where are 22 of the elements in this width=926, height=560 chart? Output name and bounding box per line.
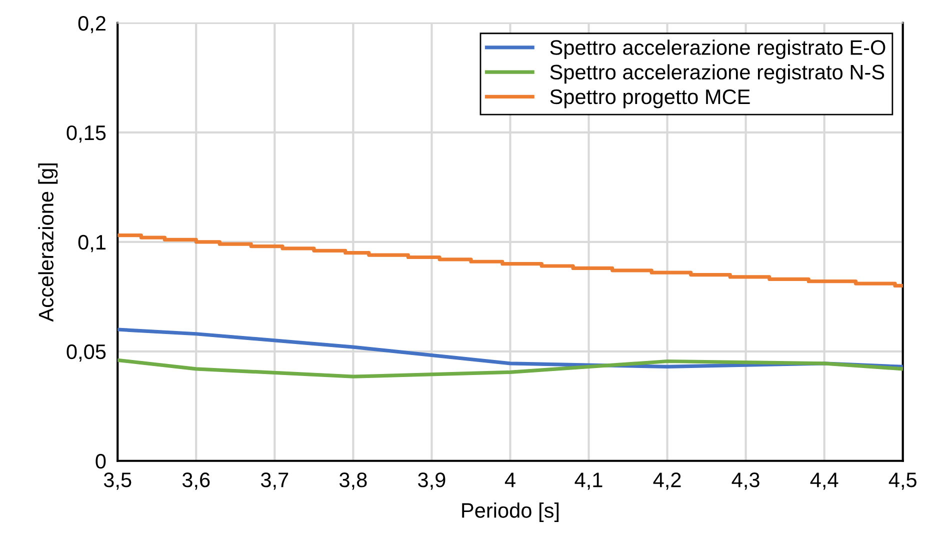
line-series (118, 358, 903, 378)
legend-label: Spettro progetto MCE (550, 89, 750, 108)
x-tick-label: 3,7 (260, 472, 288, 490)
x-tick-label: 4,3 (732, 472, 760, 490)
y-tick-label: 0,1 (78, 234, 106, 252)
x-tick-label: 3,5 (104, 472, 132, 490)
x-tick-label: 4 (504, 472, 516, 488)
y-tick-label: 0,2 (78, 16, 106, 34)
x-axis-title: Periodo [s] (462, 502, 559, 522)
x-tick-label: 4,1 (574, 472, 602, 490)
y-axis-title: Accelerazione [g] (38, 163, 58, 322)
x-tick-label: 3,9 (418, 472, 446, 490)
x-tick-label: 4,5 (888, 472, 916, 490)
y-tick-label: 0,15 (66, 125, 106, 143)
y-tick-label: 0 (96, 454, 106, 469)
x-tick-label: 4,2 (653, 472, 681, 490)
x-tick-label: 3,6 (182, 472, 210, 490)
legend-label: Spettro accelerazione registrato E-O (550, 40, 886, 60)
x-tick-label: 4,4 (810, 472, 838, 490)
legend-label: Spettro accelerazione registrato N-S (550, 64, 884, 84)
x-tick-label: 3,8 (339, 472, 367, 490)
y-tick-label: 0,05 (66, 344, 106, 362)
